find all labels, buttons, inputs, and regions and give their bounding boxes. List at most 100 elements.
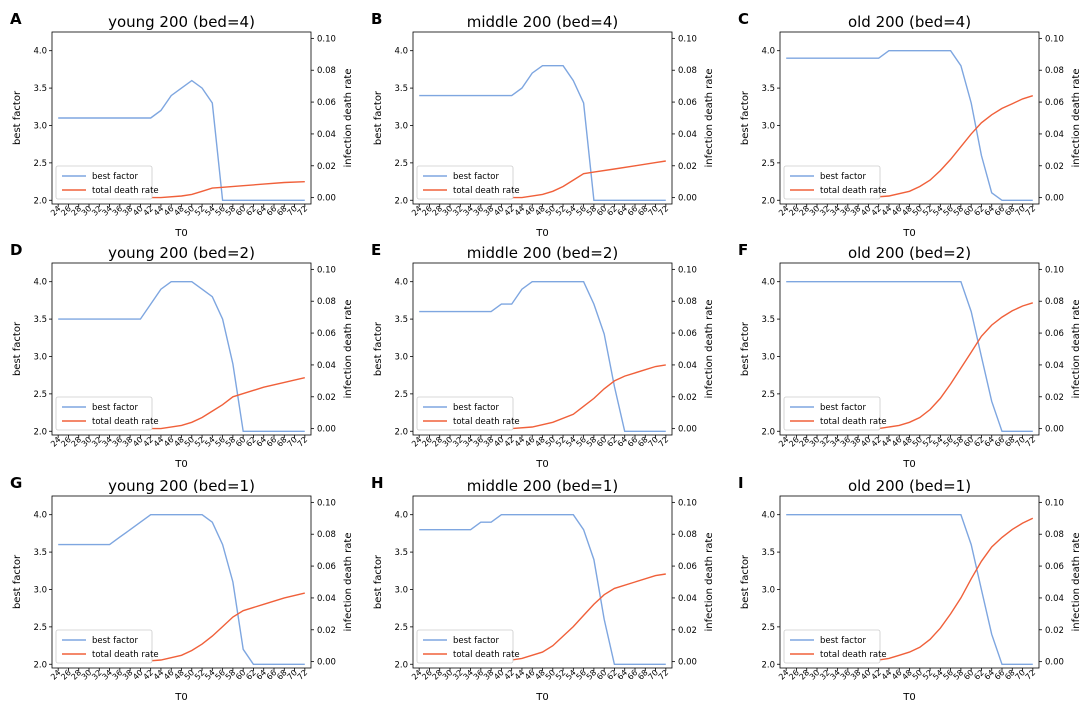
left-tick-label: 2.0 xyxy=(33,427,47,437)
right-tick-label: 0.02 xyxy=(317,626,336,636)
left-tick-label: 2.0 xyxy=(394,660,408,670)
death-rate-line xyxy=(58,181,305,199)
left-tick-label: 4.0 xyxy=(394,47,408,57)
left-axis-label: best factor xyxy=(12,90,23,145)
legend-best-label: best factor xyxy=(92,403,138,413)
left-axis-label: best factor xyxy=(373,321,384,376)
x-tick-label: 72 xyxy=(657,204,671,218)
best-factor-line xyxy=(58,281,305,432)
legend-box xyxy=(55,396,153,431)
right-tick-label: 0.10 xyxy=(678,265,697,275)
x-axis-label: T0 xyxy=(535,459,548,470)
left-tick-label: 3.0 xyxy=(394,121,408,131)
chart-title: young 200 (bed=4) xyxy=(108,13,255,31)
right-tick-label: 0.06 xyxy=(317,329,336,339)
right-tick-label: 0.02 xyxy=(1045,162,1064,172)
legend-box xyxy=(783,165,881,200)
legend-box xyxy=(55,629,153,664)
right-axis-label: infection death rate xyxy=(704,69,715,168)
left-tick-label: 3.0 xyxy=(33,585,47,595)
chart-title: old 200 (bed=2) xyxy=(848,244,971,262)
x-tick-label: 72 xyxy=(657,668,671,682)
right-tick-label: 0.00 xyxy=(1045,425,1064,435)
panel-letter: C xyxy=(738,10,749,28)
left-axis-label: best factor xyxy=(740,90,751,145)
x-tick-label: 72 xyxy=(296,668,310,682)
left-tick-label: 3.5 xyxy=(394,315,408,325)
right-tick-label: 0.06 xyxy=(1045,329,1064,339)
right-tick-label: 0.08 xyxy=(678,530,697,540)
right-tick-label: 0.08 xyxy=(317,530,336,540)
right-tick-label: 0.04 xyxy=(1045,361,1064,371)
right-tick-label: 0.10 xyxy=(1045,498,1064,508)
x-axis-label: T0 xyxy=(174,692,187,702)
legend-box xyxy=(783,629,881,664)
right-tick-label: 0.02 xyxy=(678,626,697,636)
right-tick-label: 0.06 xyxy=(1045,562,1064,572)
left-axis-label: best factor xyxy=(12,321,23,376)
death-rate-line xyxy=(786,517,1034,663)
panel-letter: I xyxy=(738,474,744,492)
panel-letter: F xyxy=(738,241,748,259)
right-tick-label: 0.04 xyxy=(678,130,697,140)
panel-letter: A xyxy=(10,10,22,28)
right-tick-label: 0.08 xyxy=(678,66,697,76)
left-tick-label: 3.5 xyxy=(33,315,47,325)
right-tick-label: 0.04 xyxy=(678,361,697,371)
legend-best-label: best factor xyxy=(820,403,866,413)
left-tick-label: 4.0 xyxy=(33,278,47,288)
left-tick-label: 2.0 xyxy=(761,660,775,670)
left-tick-label: 4.0 xyxy=(33,47,47,57)
right-axis-label: infection death rate xyxy=(343,533,354,632)
left-tick-label: 4.0 xyxy=(33,511,47,521)
legend-box xyxy=(783,396,881,431)
right-axis-label: infection death rate xyxy=(704,300,715,399)
legend-best-label: best factor xyxy=(92,172,138,182)
right-tick-label: 0.06 xyxy=(317,562,336,572)
panel-letter: H xyxy=(371,474,384,492)
left-tick-label: 3.5 xyxy=(761,315,775,325)
death-rate-line xyxy=(786,302,1034,430)
legend-death-label: total death rate xyxy=(453,417,520,427)
legend-death-label: total death rate xyxy=(92,186,159,196)
legend-death-label: total death rate xyxy=(453,650,520,660)
left-tick-label: 3.5 xyxy=(761,84,775,94)
legend-death-label: total death rate xyxy=(453,186,520,196)
right-tick-label: 0.02 xyxy=(1045,626,1064,636)
left-tick-label: 2.0 xyxy=(394,427,408,437)
legend-box xyxy=(416,396,514,431)
left-tick-label: 2.5 xyxy=(394,159,408,169)
legend-death-label: total death rate xyxy=(820,186,887,196)
right-tick-label: 0.00 xyxy=(678,194,697,204)
right-tick-label: 0.02 xyxy=(317,162,336,172)
left-tick-label: 4.0 xyxy=(761,278,775,288)
right-tick-label: 0.10 xyxy=(678,34,697,44)
left-tick-label: 3.0 xyxy=(761,585,775,595)
right-tick-label: 0.10 xyxy=(678,498,697,508)
right-tick-label: 0.08 xyxy=(1045,530,1064,540)
x-axis-label: T0 xyxy=(902,228,915,239)
right-tick-label: 0.00 xyxy=(317,425,336,435)
right-tick-label: 0.02 xyxy=(678,393,697,403)
left-tick-label: 2.5 xyxy=(761,623,775,633)
left-tick-label: 2.5 xyxy=(394,623,408,633)
legend-best-label: best factor xyxy=(453,172,499,182)
x-axis-label: T0 xyxy=(174,228,187,239)
right-tick-label: 0.10 xyxy=(1045,34,1064,44)
panel-letter: E xyxy=(371,241,381,259)
right-tick-label: 0.10 xyxy=(317,265,336,275)
right-tick-label: 0.06 xyxy=(678,562,697,572)
left-tick-label: 3.5 xyxy=(33,84,47,94)
chart-title: middle 200 (bed=4) xyxy=(467,13,618,31)
x-tick-label: 72 xyxy=(1024,668,1038,682)
chart-title: young 200 (bed=2) xyxy=(108,244,255,262)
best-factor-line xyxy=(58,79,305,202)
right-tick-label: 0.00 xyxy=(1045,658,1064,668)
right-tick-label: 0.04 xyxy=(1045,594,1064,604)
left-tick-label: 2.5 xyxy=(394,390,408,400)
left-tick-label: 3.0 xyxy=(394,585,408,595)
panel-letter: D xyxy=(10,241,22,259)
